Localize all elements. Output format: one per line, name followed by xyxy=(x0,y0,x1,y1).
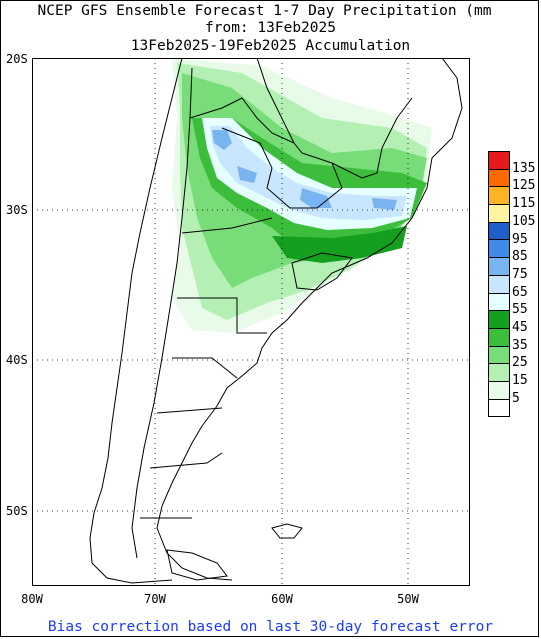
boundaries xyxy=(89,58,463,584)
lon-label-80w: 80W xyxy=(21,592,43,606)
lat-label-40s: 40S xyxy=(6,353,28,367)
graticule xyxy=(32,58,470,586)
colorbar-label: 65 xyxy=(512,284,528,300)
precipitation-map xyxy=(32,58,470,586)
colorbar-box xyxy=(488,381,510,400)
colorbar-label: 125 xyxy=(512,178,536,194)
precip-region-75 xyxy=(212,130,397,210)
border-brazil xyxy=(256,58,413,179)
colorbar-box xyxy=(488,205,510,223)
lon-label-70w: 70W xyxy=(144,592,166,606)
colorbar-box xyxy=(488,187,510,206)
title-line-3: 13Feb2025-19Feb2025 Accumulation xyxy=(130,38,411,54)
colorbar-box xyxy=(488,293,510,312)
title-line-2: from: 13Feb2025 xyxy=(205,20,336,36)
colorbar-box xyxy=(488,364,510,382)
colorbar-label: 15 xyxy=(512,373,528,389)
colorbar-label: 85 xyxy=(512,249,528,265)
colorbar-label: 55 xyxy=(512,302,528,318)
lon-label-60w: 60W xyxy=(271,592,293,606)
coastline-west xyxy=(89,58,183,584)
colorbar-label: 25 xyxy=(512,355,528,371)
colorbar-box xyxy=(488,222,510,241)
colorbar-box xyxy=(488,151,510,170)
colorbar-box xyxy=(488,240,510,259)
province-lines xyxy=(140,217,273,519)
colorbar-box xyxy=(488,346,510,365)
colorbar-label: 115 xyxy=(512,196,536,212)
title-line-1: NCEP GFS Ensemble Forecast 1-7 Day Preci… xyxy=(37,3,492,19)
border-chile-argentina xyxy=(131,67,193,559)
lat-label-20s: 20S xyxy=(6,52,28,66)
colorbar-box xyxy=(488,399,510,418)
colorbar-box xyxy=(488,275,510,294)
colorbar-label: 5 xyxy=(512,390,520,406)
colorbar-box xyxy=(488,328,510,347)
border-uruguay xyxy=(291,252,353,291)
colorbar-label: 105 xyxy=(512,213,536,229)
border-paraguay xyxy=(221,127,343,209)
colorbar-label: 95 xyxy=(512,231,528,247)
colorbar-label: 135 xyxy=(512,160,536,176)
lat-label-50s: 50S xyxy=(6,504,28,518)
colorbar-label: 35 xyxy=(512,337,528,353)
colorbar-label: 45 xyxy=(512,320,528,335)
colorbar-label: 75 xyxy=(512,266,528,282)
coastline-east xyxy=(156,58,463,581)
tierra-del-fuego xyxy=(166,549,228,581)
colorbar-box xyxy=(488,311,510,329)
falkland-islands xyxy=(271,523,303,539)
colorbar-box xyxy=(488,258,510,276)
footer-note: Bias correction based on last 30-day for… xyxy=(47,619,494,635)
lat-label-30s: 30S xyxy=(6,203,28,217)
lon-label-50w: 50W xyxy=(397,592,419,606)
colorbar-box xyxy=(488,169,510,188)
precip-region-65 xyxy=(210,126,407,220)
colorbar xyxy=(488,151,510,418)
